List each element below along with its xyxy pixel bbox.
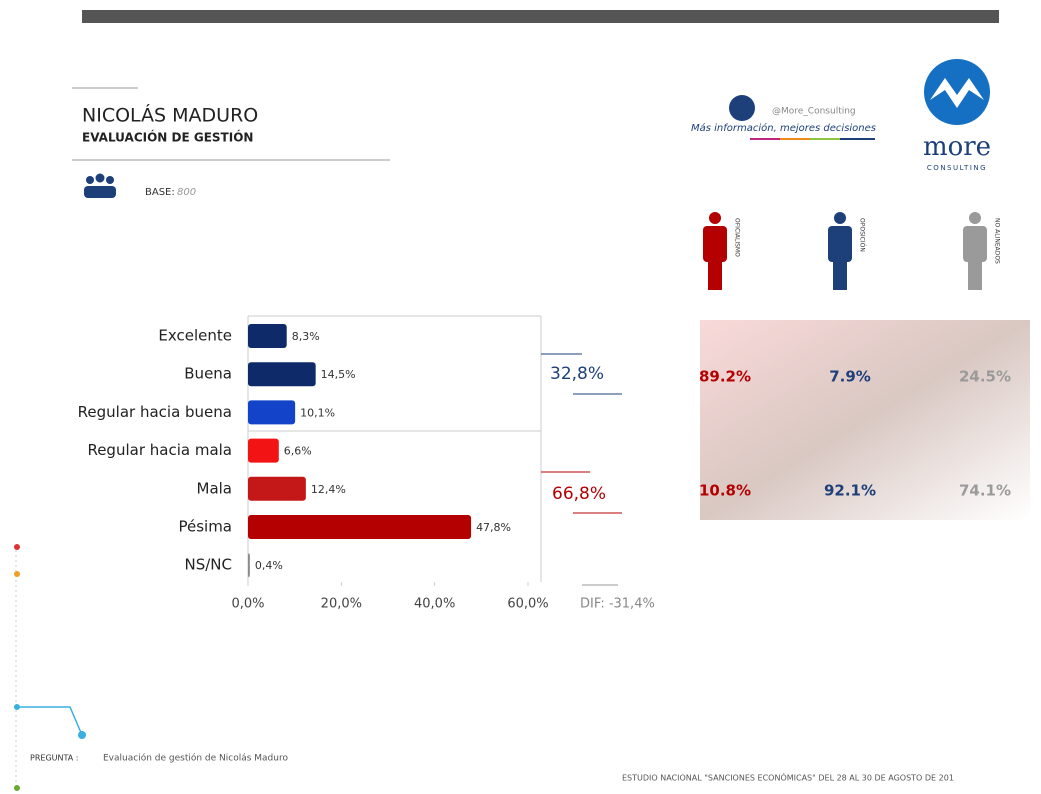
person-body: [963, 226, 987, 262]
bar: [248, 324, 287, 348]
tagline: Más información, mejores decisiones: [691, 122, 876, 134]
base-value: 800: [177, 187, 196, 198]
people-icon: [84, 173, 116, 198]
segment-negative: 92.1%: [824, 482, 876, 500]
person-legs: [968, 260, 982, 290]
bar: [248, 476, 306, 501]
value-label: 14,5%: [321, 368, 356, 381]
study: ESTUDIO NACIONAL "SANCIONES ECONÓMICAS" …: [622, 772, 954, 783]
dot: [14, 704, 20, 710]
person-head: [709, 212, 721, 224]
person-head: [969, 212, 981, 224]
subtitle: EVALUACIÓN DE GESTIÓN: [82, 130, 253, 145]
logo-sub: CONSULTING: [927, 164, 987, 172]
segment-positive: 24.5%: [959, 368, 1011, 386]
value-label: 8,3%: [292, 330, 320, 343]
top-bar: [82, 10, 999, 23]
question-label: PREGUNTA :: [30, 754, 78, 763]
value-label: 47,8%: [476, 521, 511, 534]
logo-shape: [930, 78, 984, 108]
value-label: 10,1%: [300, 406, 335, 419]
person-legs: [708, 260, 722, 290]
x-tick-label: 0,0%: [231, 597, 264, 612]
x-tick-label: 40,0%: [414, 597, 455, 612]
photo: [700, 320, 1030, 520]
category-label: NS/NC: [185, 556, 233, 574]
value-label: 12,4%: [311, 483, 346, 496]
question: Evaluación de gestión de Nicolás Maduro: [103, 753, 288, 764]
value-label: 0,4%: [255, 559, 283, 572]
category-label: Pésima: [178, 518, 232, 536]
segment-negative: 10.8%: [699, 482, 751, 500]
category-label: Excelente: [158, 327, 232, 345]
negative-total: 66,8%: [552, 484, 606, 504]
person-legs: [833, 260, 847, 290]
bar: [248, 362, 316, 387]
bar: [248, 438, 279, 463]
person-head: [834, 212, 846, 224]
twitter-icon: [729, 95, 755, 121]
x-tick-label: 60,0%: [507, 597, 548, 612]
category-label: Buena: [184, 365, 232, 383]
difference: DIF: -31,4%: [580, 597, 655, 612]
person-body: [828, 226, 852, 262]
twitter-handle: @More_Consulting: [772, 107, 856, 117]
category-label: Regular hacia buena: [78, 403, 232, 421]
dot: [14, 785, 20, 791]
segment-negative: 74.1%: [959, 482, 1011, 500]
x-tick-label: 20,0%: [321, 597, 362, 612]
logo-text: more: [923, 132, 991, 162]
category-label: Regular hacia mala: [87, 441, 232, 459]
dot: [14, 571, 20, 577]
dot: [14, 544, 20, 550]
segment-name: OFICIALISMO: [734, 218, 741, 257]
dot: [78, 731, 86, 739]
positive-total: 32,8%: [550, 364, 604, 384]
base-label: BASE:: [145, 187, 175, 198]
segment-positive: 7.9%: [829, 368, 871, 386]
value-label: 6,6%: [284, 445, 312, 458]
person-body: [703, 226, 727, 262]
connector: [17, 706, 83, 736]
bar: [248, 553, 250, 578]
segment-positive: 89.2%: [699, 368, 751, 386]
title: NICOLÁS MADURO: [82, 104, 258, 127]
bar: [248, 400, 296, 425]
category-label: Mala: [197, 479, 233, 497]
logo-mark: [924, 59, 990, 125]
bar: [248, 515, 472, 539]
segment-name: NO ALINEADOS: [994, 218, 1001, 264]
segment-name: OPOSICIÓN: [859, 218, 866, 252]
